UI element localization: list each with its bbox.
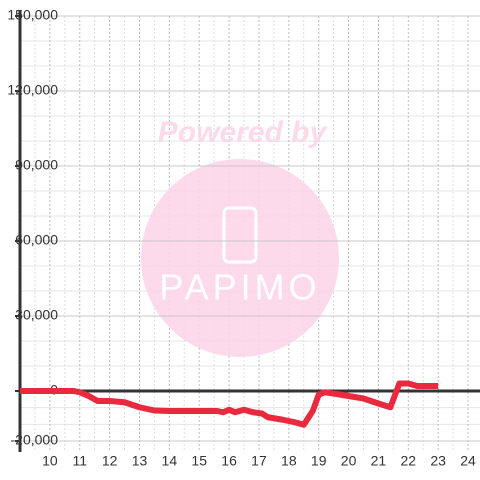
x-tick-label: 12 — [102, 453, 118, 469]
y-tick-label: -20,000 — [11, 432, 59, 448]
watermark: Powered by PAPIMO — [141, 116, 339, 357]
x-tick-label: 19 — [311, 453, 327, 469]
x-tick-label: 24 — [460, 453, 476, 469]
watermark-icon — [222, 206, 258, 264]
x-tick-label: 21 — [371, 453, 387, 469]
x-tick-label: 17 — [251, 453, 267, 469]
y-tick-label: 30,000 — [15, 307, 58, 323]
x-tick-label: 23 — [430, 453, 446, 469]
x-tick-label: 15 — [191, 453, 207, 469]
y-tick-label: 150,000 — [7, 7, 58, 23]
grid — [20, 16, 480, 452]
y-tick-label: 90,000 — [15, 157, 58, 173]
x-tick-label: 22 — [401, 453, 417, 469]
x-tick-label: 13 — [132, 453, 148, 469]
x-tick-label: 14 — [162, 453, 178, 469]
x-tick-label: 18 — [281, 453, 297, 469]
x-tick-label: 20 — [341, 453, 357, 469]
x-tick-label: 10 — [42, 453, 58, 469]
watermark-logo: PAPIMO — [159, 267, 320, 308]
watermark-text: Powered by — [158, 116, 328, 149]
y-tick-label: 120,000 — [7, 82, 58, 98]
x-tick-label: 11 — [72, 453, 87, 469]
data-line — [20, 380, 439, 428]
x-tick-label: 16 — [221, 453, 237, 469]
y-tick-label: 60,000 — [15, 232, 58, 248]
watermark-circle — [141, 159, 339, 357]
